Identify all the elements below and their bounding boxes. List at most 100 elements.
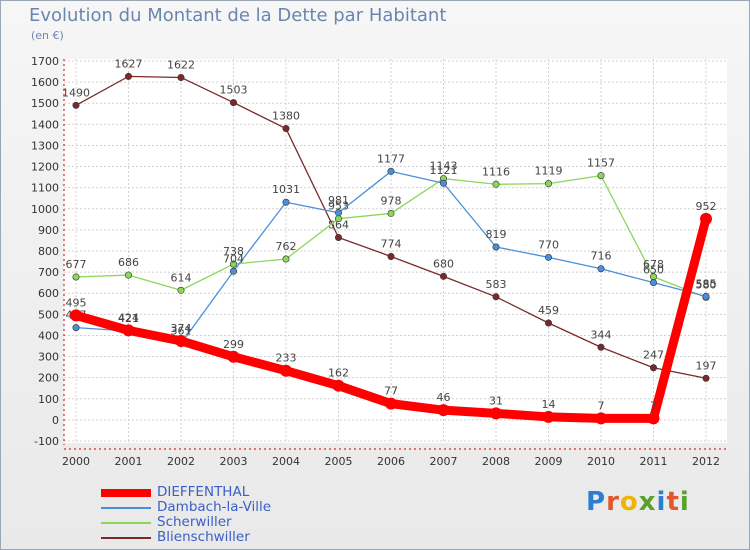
data-label: 1121: [430, 164, 458, 177]
data-label: 77: [384, 385, 398, 398]
data-label: 31: [489, 394, 503, 407]
data-label: 583: [486, 278, 507, 291]
data-point: [332, 379, 345, 392]
data-label: 459: [538, 304, 559, 317]
data-point: [492, 293, 500, 301]
data-point: [334, 215, 342, 223]
data-label: 585: [696, 277, 717, 290]
chart-unit: (en €): [31, 29, 64, 42]
data-label: 344: [591, 328, 612, 341]
data-point: [230, 99, 238, 107]
data-label: 1031: [272, 183, 300, 196]
y-tick-label: 1500: [31, 97, 59, 110]
data-point: [175, 334, 187, 347]
data-label: 774: [381, 237, 402, 250]
x-tick-label: 2009: [535, 455, 563, 468]
x-tick-label: 2012: [692, 455, 720, 468]
data-label: 1177: [377, 152, 405, 165]
data-point: [72, 101, 80, 109]
data-point: [544, 319, 552, 327]
data-point: [492, 180, 500, 188]
data-label: 1119: [535, 165, 563, 178]
data-label: 738: [223, 245, 244, 258]
legend-swatch: [101, 507, 151, 509]
data-label: 421: [118, 312, 139, 325]
chart-title: Evolution du Montant de la Dette par Hab…: [29, 5, 447, 26]
data-point: [702, 292, 710, 300]
legend-label: Scherwiller: [157, 514, 232, 530]
data-point: [282, 255, 290, 263]
data-point: [542, 410, 555, 423]
data-point: [597, 265, 605, 273]
data-point: [334, 209, 342, 217]
data-point: [597, 343, 605, 351]
data-label: 1503: [220, 84, 248, 97]
data-point: [72, 273, 80, 281]
data-label: 770: [538, 238, 559, 251]
logo-letter: i: [656, 487, 667, 517]
data-label: 7: [598, 399, 605, 412]
y-tick-label: 700: [38, 266, 59, 279]
data-point: [439, 272, 447, 280]
data-point: [387, 252, 395, 260]
data-label: 580: [696, 278, 717, 291]
data-label: 162: [328, 367, 349, 380]
data-point: [595, 412, 607, 425]
data-point: [387, 209, 395, 217]
y-tick-label: 300: [38, 351, 59, 364]
x-tick-label: 2001: [115, 455, 143, 468]
data-label: 1143: [430, 160, 458, 173]
data-label: 614: [171, 271, 192, 284]
data-point: [544, 180, 552, 188]
data-point: [387, 167, 395, 175]
data-point: [647, 412, 660, 425]
data-point: [334, 233, 342, 241]
data-label: 819: [486, 228, 507, 241]
data-point: [385, 397, 397, 410]
data-point: [125, 271, 133, 279]
data-point: [70, 309, 82, 322]
data-label: 704: [223, 252, 244, 265]
y-tick-label: 1100: [31, 182, 59, 195]
data-point: [177, 286, 185, 294]
data-label: 46: [437, 391, 451, 404]
y-tick-label: 600: [38, 287, 59, 300]
x-tick-label: 2004: [272, 455, 300, 468]
data-point: [230, 267, 238, 275]
data-label: 978: [381, 194, 402, 207]
data-point: [230, 260, 238, 268]
y-tick-label: -100: [34, 435, 59, 448]
data-point: [439, 179, 447, 187]
proxiti-logo: Proxiti: [586, 487, 690, 517]
data-label: 952: [696, 200, 717, 213]
data-point: [177, 73, 185, 81]
data-point: [492, 243, 500, 251]
data-label: 762: [276, 240, 297, 253]
data-label: 677: [66, 258, 87, 271]
x-tick-label: 2003: [220, 455, 248, 468]
data-label: 1157: [587, 157, 615, 170]
data-label: 1380: [272, 110, 300, 123]
data-point: [125, 72, 133, 80]
data-label: 716: [591, 250, 612, 263]
x-tick-label: 2006: [377, 455, 405, 468]
legend-swatch: [101, 522, 151, 524]
y-tick-label: 400: [38, 329, 59, 342]
logo-letter: o: [619, 487, 639, 517]
data-point: [702, 374, 710, 382]
data-label: 7: [650, 399, 657, 412]
data-point: [700, 212, 712, 225]
y-tick-label: 1700: [31, 55, 59, 68]
data-point: [227, 350, 240, 363]
x-tick-label: 2002: [167, 455, 195, 468]
data-label: 686: [118, 256, 139, 269]
logo-letter: P: [586, 487, 607, 517]
y-tick-label: 1400: [31, 118, 59, 131]
legend-swatch: [101, 489, 151, 497]
y-tick-label: 1200: [31, 161, 59, 174]
data-label: 650: [643, 264, 664, 277]
data-point: [437, 404, 450, 417]
data-label: 247: [643, 349, 664, 362]
logo-letter: t: [666, 487, 680, 517]
y-tick-label: 1600: [31, 76, 59, 89]
